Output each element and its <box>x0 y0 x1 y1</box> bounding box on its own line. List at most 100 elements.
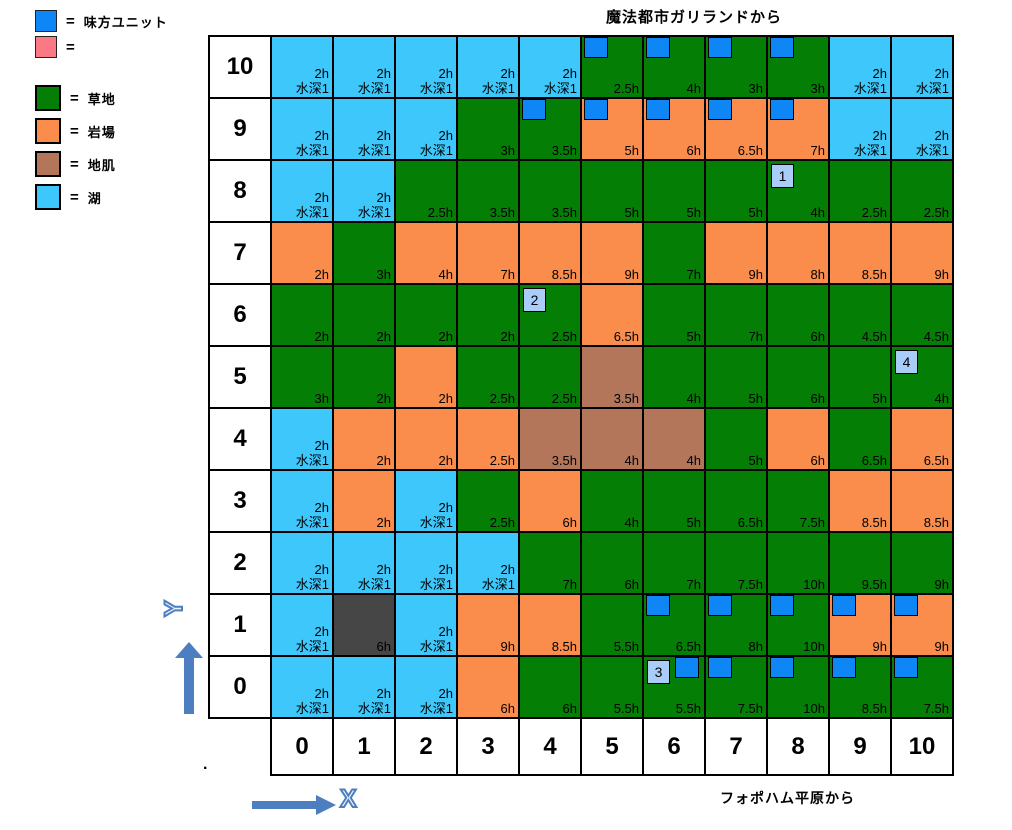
terrain-map-grid: 2h 水深1 2h 水深1 2h 水深1 2h 水深1 2h 水深1 2.5h 4h 3h 3h 2h 水深1… <box>270 35 954 719</box>
cell-travel-time: 8.5h <box>861 701 887 716</box>
cell-travel-time: 3h <box>376 267 391 282</box>
cell-travel-time: 6h <box>686 143 701 158</box>
map-cell: 7h <box>768 99 830 161</box>
map-cell: 5h <box>644 161 706 223</box>
cell-travel-time: 5h <box>872 391 887 406</box>
cell-travel-time: 4h <box>934 391 949 406</box>
x-axis-arrow-shaft <box>252 801 316 809</box>
map-cell: 3h <box>272 347 334 409</box>
cell-travel-time: 8.5h <box>551 639 577 654</box>
map-cell: 2h 水深1 <box>396 533 458 595</box>
ally-unit-marker <box>770 595 794 616</box>
ally-unit-marker <box>675 657 699 678</box>
cell-travel-time: 6h <box>500 701 515 716</box>
cell-travel-time: 6h <box>810 329 825 344</box>
map-cell: 2.5h <box>458 409 520 471</box>
map-cell: 2h 水深1 <box>396 37 458 99</box>
legend-label-lake: 湖 <box>87 190 102 206</box>
map-cell: 9h <box>892 533 954 595</box>
ally-unit-marker <box>646 99 670 120</box>
column-header: 6 <box>644 719 706 776</box>
cell-travel-time: 2h <box>500 329 515 344</box>
map-cell: 3.5h <box>520 99 582 161</box>
row-header: 3 <box>208 471 270 533</box>
rock-swatch <box>35 118 61 144</box>
cell-travel-time: 2h 水深1 <box>419 686 453 716</box>
cell-travel-time: 5h <box>624 143 639 158</box>
cell-travel-time: 4h <box>438 267 453 282</box>
map-cell: 5h <box>644 471 706 533</box>
map-cell: 4h <box>644 347 706 409</box>
cell-travel-time: 8.5h <box>861 515 887 530</box>
cell-travel-time: 7.5h <box>799 515 825 530</box>
map-cell: 2h 水深1 <box>892 99 954 161</box>
map-cell: 2h 水深1 <box>396 595 458 657</box>
map-cell: 8.5h <box>830 223 892 285</box>
cell-travel-time: 3.5h <box>613 391 639 406</box>
cell-travel-time: 7h <box>748 329 763 344</box>
map-cell: 2h 水深1 <box>334 99 396 161</box>
cell-travel-time: 2h 水深1 <box>543 66 577 96</box>
map-cell: 7h <box>520 533 582 595</box>
cell-travel-time: 2h 水深1 <box>419 66 453 96</box>
map-cell: 6h <box>768 409 830 471</box>
ally-unit-marker <box>770 99 794 120</box>
cell-travel-time: 6h <box>562 701 577 716</box>
ally-unit-marker <box>770 657 794 678</box>
column-header: 2 <box>396 719 458 776</box>
cell-travel-time: 9h <box>934 577 949 592</box>
legend-item-ally-unit: = 味方ユニット <box>35 10 168 32</box>
map-cell: 5h <box>706 409 768 471</box>
legend-item-grass: = 草地 <box>35 85 116 111</box>
map-cell: 4h 1 <box>768 161 830 223</box>
cell-travel-time: 6.5h <box>737 143 763 158</box>
ally-unit-swatch <box>35 10 57 32</box>
cell-travel-time: 2h <box>438 329 453 344</box>
legend-equals: = <box>70 89 79 107</box>
map-cell: 2h 水深1 <box>892 37 954 99</box>
map-cell: 2.5h <box>458 347 520 409</box>
cell-travel-time: 9.5h <box>861 577 887 592</box>
cell-travel-time: 9h <box>934 267 949 282</box>
cell-travel-time: 8.5h <box>551 267 577 282</box>
cell-travel-time: 2h 水深1 <box>419 562 453 592</box>
map-cell: 6.5h <box>582 285 644 347</box>
map-cell: 6h <box>520 657 582 719</box>
map-cell: 8.5h <box>520 595 582 657</box>
map-cell: 8.5h <box>520 223 582 285</box>
map-cell: 3.5h <box>582 347 644 409</box>
cell-travel-time: 5h <box>748 391 763 406</box>
cell-travel-time: 2h 水深1 <box>357 128 391 158</box>
cell-travel-time: 2h 水深1 <box>295 624 329 654</box>
cell-travel-time: 5h <box>624 205 639 220</box>
cell-travel-time: 3.5h <box>551 453 577 468</box>
map-cell: 3h <box>706 37 768 99</box>
legend-equals: = <box>66 38 75 56</box>
row-header: 6 <box>208 285 270 347</box>
cell-travel-time: 2h 水深1 <box>295 128 329 158</box>
map-cell: 2h 水深1 <box>334 657 396 719</box>
map-label-south: フォポハム平原から <box>720 790 855 806</box>
ally-unit-marker <box>584 99 608 120</box>
cell-travel-time: 7.5h <box>737 701 763 716</box>
map-cell: 2h <box>396 347 458 409</box>
ally-unit-marker <box>832 595 856 616</box>
map-cell: 2h <box>272 285 334 347</box>
map-cell: 9h <box>830 595 892 657</box>
map-cell: 2.5h <box>458 471 520 533</box>
cell-travel-time: 5.5h <box>675 701 701 716</box>
column-header: 4 <box>520 719 582 776</box>
map-cell: 2h 水深1 <box>334 161 396 223</box>
map-cell: 7.5h <box>768 471 830 533</box>
cell-travel-time: 5h <box>748 453 763 468</box>
cell-travel-time: 2h 水深1 <box>481 562 515 592</box>
map-cell: 2.5h <box>396 161 458 223</box>
map-cell: 6.5h <box>644 595 706 657</box>
cell-travel-time: 9h <box>934 639 949 654</box>
ally-unit-marker <box>708 657 732 678</box>
cell-travel-time: 5h <box>686 205 701 220</box>
row-header: 9 <box>208 99 270 161</box>
map-cell: 10h <box>768 595 830 657</box>
map-cell: 5h <box>644 285 706 347</box>
cell-travel-time: 4.5h <box>861 329 887 344</box>
